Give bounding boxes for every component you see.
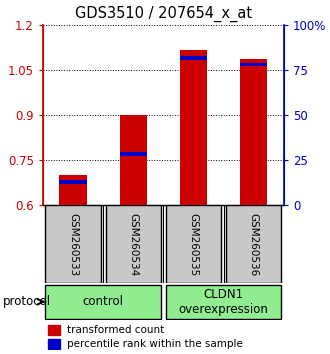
Bar [45, 285, 161, 319]
Text: GSM260533: GSM260533 [68, 213, 78, 276]
Bar [45, 205, 101, 283]
Bar [226, 205, 281, 283]
Text: percentile rank within the sample: percentile rank within the sample [67, 339, 243, 349]
Text: GSM260535: GSM260535 [188, 213, 198, 276]
Bar [180, 56, 207, 60]
Text: control: control [82, 295, 124, 308]
Bar [166, 205, 221, 283]
Bar [48, 339, 60, 349]
Bar [240, 63, 267, 67]
Bar [106, 205, 161, 283]
Bar [120, 152, 147, 156]
Bar [59, 180, 86, 184]
Text: GSM260536: GSM260536 [249, 213, 259, 276]
Bar [240, 59, 267, 205]
Text: protocol: protocol [3, 295, 51, 308]
Bar [48, 325, 60, 335]
Text: CLDN1
overexpression: CLDN1 overexpression [179, 288, 269, 316]
Text: GSM260534: GSM260534 [128, 213, 138, 276]
Bar [120, 115, 147, 205]
Bar [166, 285, 281, 319]
Text: transformed count: transformed count [67, 325, 164, 335]
Title: GDS3510 / 207654_x_at: GDS3510 / 207654_x_at [75, 6, 252, 22]
Bar [59, 175, 86, 205]
Bar [180, 50, 207, 205]
